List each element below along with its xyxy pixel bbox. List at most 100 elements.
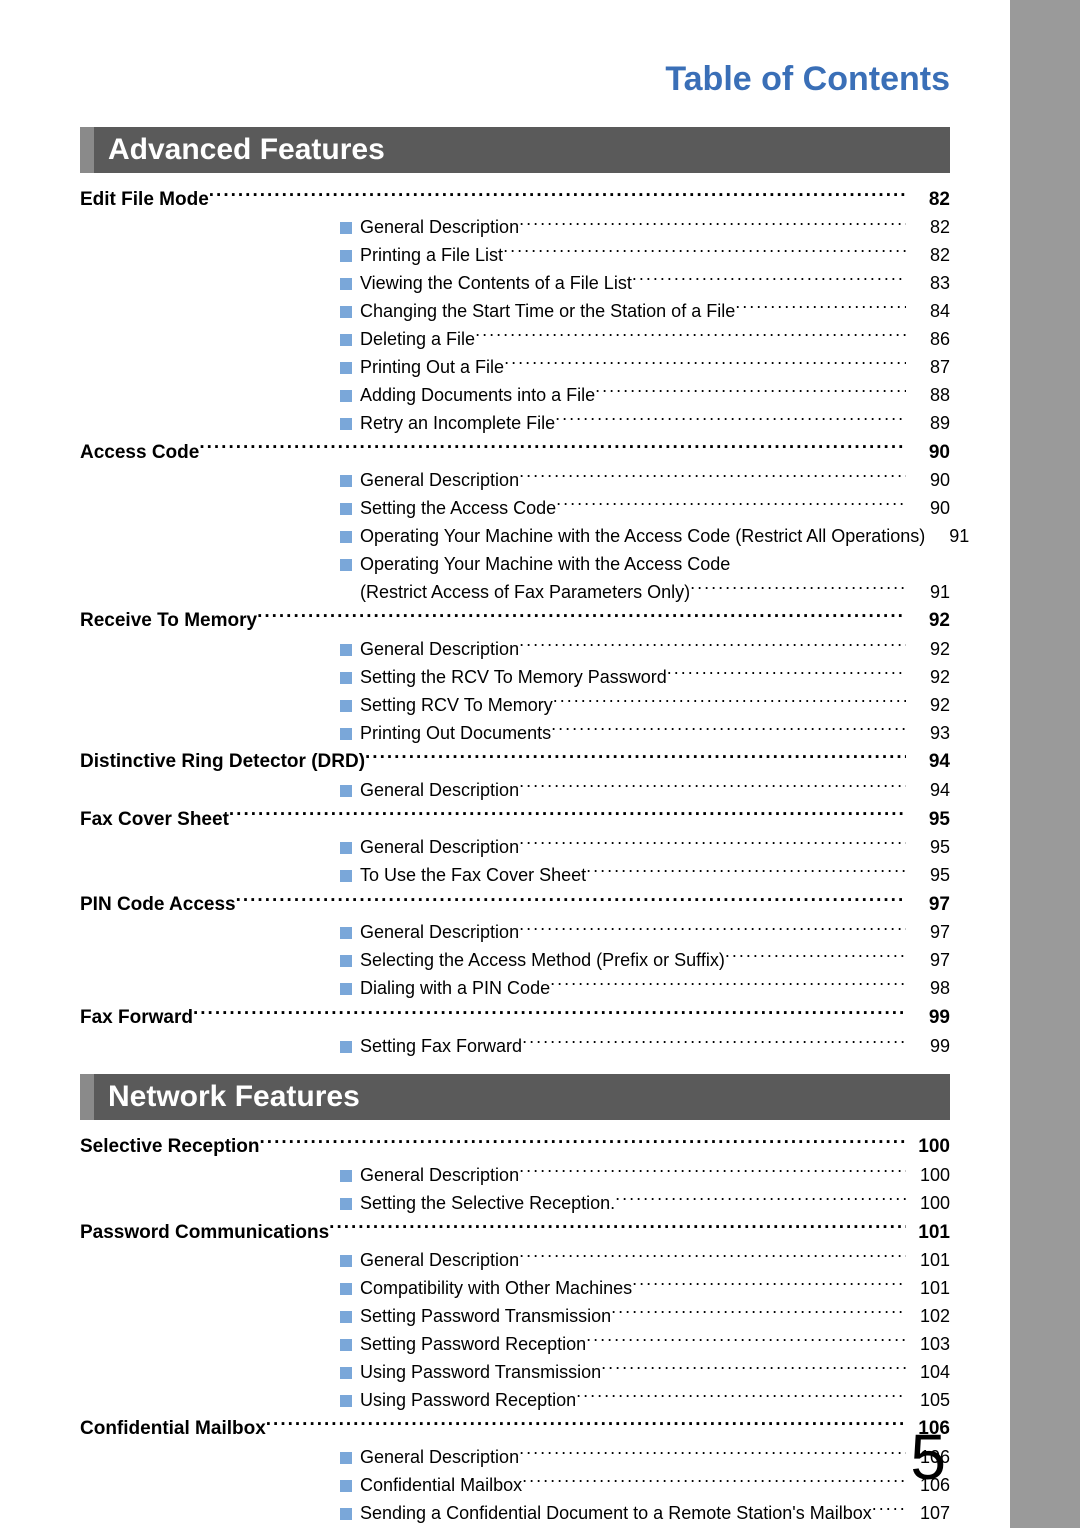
toc-sub-entry[interactable]: Operating Your Machine with the Access C… (80, 551, 950, 579)
square-bullet-icon (340, 983, 352, 995)
toc-sub-entry[interactable]: General Description92 (80, 636, 950, 664)
toc-label-text: Using Password Transmission (360, 1362, 601, 1382)
toc-label-text: Distinctive Ring Detector (DRD) (80, 751, 365, 772)
toc-major-entry[interactable]: Access Code90 (80, 438, 950, 467)
toc-label: Setting Password Transmission (80, 1303, 611, 1331)
toc-sub-entry[interactable]: Setting the Selective Reception.100 (80, 1190, 950, 1218)
toc-label-text: PIN Code Access (80, 894, 236, 915)
toc-major-entry[interactable]: Fax Forward99 (80, 1003, 950, 1032)
toc-page: 99 (906, 1003, 950, 1032)
toc-leader (601, 1360, 906, 1378)
toc-label-text: Confidential Mailbox (80, 1418, 266, 1439)
toc-leader (611, 1304, 906, 1322)
toc-sub-entry[interactable]: Compatibility with Other Machines101 (80, 1275, 950, 1303)
toc-sub-entry[interactable]: Setting RCV To Memory92 (80, 692, 950, 720)
toc-page: 88 (906, 382, 950, 410)
toc-sub-entry[interactable]: Setting the RCV To Memory Password92 (80, 664, 950, 692)
toc-sub-entry[interactable]: General Description100 (80, 1162, 950, 1190)
square-bullet-icon (340, 250, 352, 262)
toc-sub-entry[interactable]: General Description 101 (80, 1247, 950, 1275)
toc-sub-entry[interactable]: Setting Password Transmission 102 (80, 1303, 950, 1331)
toc-label: Using Password Transmission (80, 1359, 601, 1387)
toc-page: 82 (906, 242, 950, 270)
toc-page: 97 (906, 919, 950, 947)
square-bullet-icon (340, 559, 352, 571)
toc-sub-entry[interactable]: General Description95 (80, 834, 950, 862)
toc-page: 97 (906, 890, 950, 919)
toc-sub-entry-continuation[interactable]: (Restrict Access of Fax Parameters Only)… (80, 579, 950, 607)
square-bullet-icon (340, 1311, 352, 1323)
toc-leader (667, 665, 906, 683)
toc-page: 93 (906, 720, 950, 748)
toc-sub-entry[interactable]: Adding Documents into a File88 (80, 382, 950, 410)
toc-sub-entry[interactable]: General Description97 (80, 919, 950, 947)
square-bullet-icon (340, 1339, 352, 1351)
toc-sub-entry[interactable]: Setting Password Reception103 (80, 1331, 950, 1359)
page-content: Table of Contents Advanced FeaturesEdit … (0, 0, 1010, 1528)
toc-sub-entry[interactable]: Printing Out a File 87 (80, 354, 950, 382)
toc-label: (Restrict Access of Fax Parameters Only) (80, 579, 690, 607)
toc-page: 104 (906, 1359, 950, 1387)
toc-page: 83 (906, 270, 950, 298)
toc-major-entry[interactable]: Password Communications101 (80, 1218, 950, 1247)
square-bullet-icon (340, 728, 352, 740)
toc-sub-entry[interactable]: General Description90 (80, 467, 950, 495)
toc-sub-entry[interactable]: Changing the Start Time or the Station o… (80, 298, 950, 326)
toc-sub-entry[interactable]: Using Password Transmission 104 (80, 1359, 950, 1387)
toc-label: Printing Out a File (80, 354, 504, 382)
square-bullet-icon (340, 1255, 352, 1267)
toc-sub-entry[interactable]: Retry an Incomplete File89 (80, 410, 950, 438)
toc-label: General Description (80, 777, 519, 805)
toc-sub-entry[interactable]: Setting Fax Forward99 (80, 1033, 950, 1061)
toc-label: General Description (80, 1444, 519, 1472)
toc-label-text: Sending a Confidential Document to a Rem… (360, 1503, 872, 1523)
toc-label-text: Compatibility with Other Machines (360, 1278, 632, 1298)
square-bullet-icon (340, 503, 352, 515)
toc-major-entry[interactable]: Distinctive Ring Detector (DRD)94 (80, 747, 950, 776)
toc-label-text: Printing Out a File (360, 357, 504, 377)
toc-label-text: Selective Reception (80, 1136, 260, 1157)
toc-page: 92 (906, 692, 950, 720)
toc-label: Printing a File List (80, 242, 503, 270)
toc-sub-entry[interactable]: Printing a File List 82 (80, 242, 950, 270)
toc-sub-entry[interactable]: Selecting the Access Method (Prefix or S… (80, 947, 950, 975)
toc-page: 82 (906, 185, 950, 214)
toc-page: 87 (906, 354, 950, 382)
toc-sub-entry[interactable]: Confidential Mailbox106 (80, 1472, 950, 1500)
toc-label-text: Confidential Mailbox (360, 1475, 522, 1495)
toc-label: Compatibility with Other Machines (80, 1275, 632, 1303)
toc-sub-entry[interactable]: Operating Your Machine with the Access C… (80, 523, 950, 551)
toc-sub-entry[interactable]: Sending a Confidential Document to a Rem… (80, 1500, 950, 1528)
toc-major-entry[interactable]: Receive To Memory92 (80, 606, 950, 635)
toc-major-entry[interactable]: Edit File Mode82 (80, 185, 950, 214)
toc-sub-entry[interactable]: Viewing the Contents of a File List83 (80, 270, 950, 298)
toc-page: 91 (906, 579, 950, 607)
toc-page: 101 (906, 1247, 950, 1275)
toc-label-text: Changing the Start Time or the Station o… (360, 301, 735, 321)
toc-page: 90 (906, 438, 950, 467)
toc-label: Setting the RCV To Memory Password (80, 664, 667, 692)
toc-major-entry[interactable]: PIN Code Access 97 (80, 890, 950, 919)
toc-page: 97 (906, 947, 950, 975)
toc-label: General Description (80, 1247, 519, 1275)
square-bullet-icon (340, 1198, 352, 1210)
toc-major-entry[interactable]: Selective Reception100 (80, 1132, 950, 1161)
toc-page: 102 (906, 1303, 950, 1331)
toc-sub-entry[interactable]: Using Password Reception105 (80, 1387, 950, 1415)
toc-sub-entry[interactable]: General Description82 (80, 214, 950, 242)
toc-label-text: General Description (360, 470, 519, 490)
toc-leader (519, 215, 906, 233)
toc-sub-entry[interactable]: General Description106 (80, 1444, 950, 1472)
toc-sub-entry[interactable]: Dialing with a PIN Code98 (80, 975, 950, 1003)
toc-leader (725, 948, 906, 966)
toc-label-text: Fax Cover Sheet (80, 809, 229, 830)
toc-sub-entry[interactable]: Setting the Access Code90 (80, 495, 950, 523)
toc-major-entry[interactable]: Confidential Mailbox106 (80, 1414, 950, 1443)
toc-sub-entry[interactable]: To Use the Fax Cover Sheet95 (80, 862, 950, 890)
toc-sub-entry[interactable]: Deleting a File86 (80, 326, 950, 354)
toc-leader (257, 607, 906, 626)
toc-label-text: Setting the Access Code (360, 498, 556, 518)
toc-sub-entry[interactable]: General Description94 (80, 777, 950, 805)
toc-major-entry[interactable]: Fax Cover Sheet95 (80, 805, 950, 834)
toc-sub-entry[interactable]: Printing Out Documents93 (80, 720, 950, 748)
